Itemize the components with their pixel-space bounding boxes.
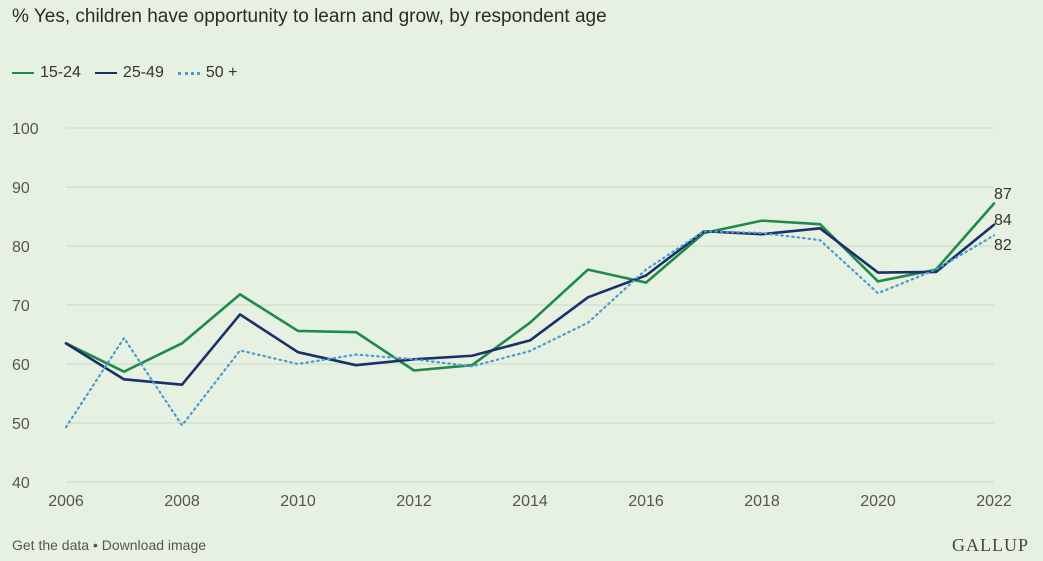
legend-swatch-50-plus: [177, 71, 200, 75]
legend-label-50-plus: 50 +: [205, 64, 238, 81]
x-tick-label: 2018: [744, 493, 780, 510]
series-line-50: [64, 230, 996, 429]
series-line-25-49: [64, 223, 996, 386]
get-data-link[interactable]: Get the data: [12, 537, 90, 553]
x-tick-label: 2008: [164, 493, 200, 510]
chart-legend: 15-24 25-49 50 +: [12, 64, 237, 82]
y-axis: 40 50 60 70 80 90 100: [12, 121, 39, 492]
legend-item-25-49: 25-49: [94, 64, 164, 82]
x-axis: 2006 2008 2010 2012 2014 2016 2018 2020 2022: [48, 493, 1012, 510]
y-tick-label: 80: [12, 239, 30, 256]
footer-links: Get the data • Download image: [12, 537, 206, 553]
series-line-15-24: [64, 202, 996, 373]
y-tick-label: 60: [12, 357, 30, 374]
x-tick-label: 2022: [976, 493, 1012, 510]
legend-item-50-plus: 50 +: [177, 64, 238, 82]
x-tick-label: 2010: [280, 493, 316, 510]
end-label-1: 84: [994, 212, 1012, 229]
y-tick-label: 50: [12, 416, 30, 433]
legend-swatch-15-24: [12, 72, 34, 74]
y-tick-label: 90: [12, 180, 30, 197]
gallup-logo: GALLUP: [952, 535, 1029, 555]
end-labels: 87 84 82: [994, 186, 1012, 254]
x-tick-label: 2016: [628, 493, 664, 510]
legend-label-25-49: 25-49: [122, 64, 164, 81]
y-tick-label: 40: [12, 475, 30, 492]
x-tick-label: 2006: [48, 493, 84, 510]
x-tick-label: 2014: [512, 493, 548, 510]
end-label-2: 82: [994, 237, 1012, 254]
x-tick-label: 2020: [860, 493, 896, 510]
chart-title: % Yes, children have opportunity to lear…: [12, 6, 607, 27]
download-image-link[interactable]: Download image: [101, 537, 207, 553]
legend-item-15-24: 15-24: [12, 64, 81, 82]
end-label-0: 87: [994, 186, 1012, 203]
gridlines: [66, 127, 994, 483]
legend-swatch-25-49: [94, 72, 117, 74]
y-tick-label: 100: [12, 121, 39, 138]
legend-label-15-24: 15-24: [40, 64, 81, 81]
y-tick-label: 70: [12, 298, 30, 315]
footer-separator: •: [89, 537, 102, 553]
x-tick-label: 2012: [396, 493, 432, 510]
series-lines: [64, 202, 996, 429]
